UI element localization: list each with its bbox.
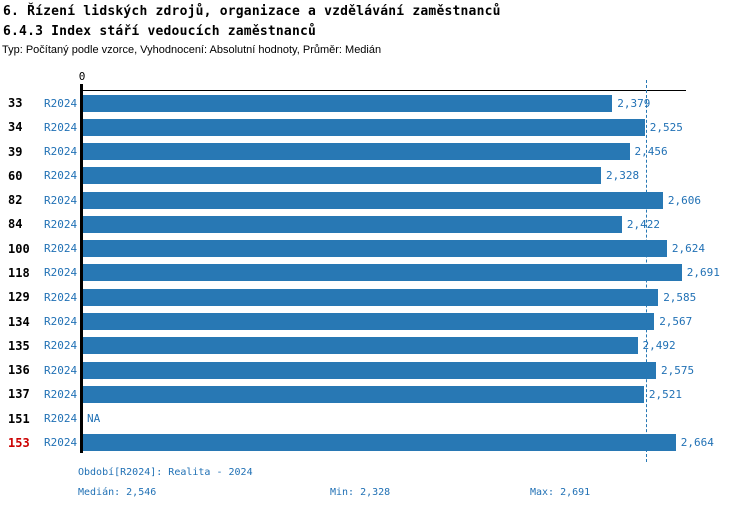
chart-row: 82 R2024 2,606	[0, 188, 750, 212]
value-bar	[83, 143, 630, 161]
row-id-label: 82	[8, 193, 23, 208]
row-id-label: 135	[8, 338, 30, 353]
value-label: 2,664	[680, 436, 714, 450]
y-axis-line	[80, 84, 83, 453]
stat-min: Min: 2,328	[330, 487, 391, 498]
value-bar	[83, 94, 613, 112]
row-id-label: 39	[8, 144, 23, 159]
row-id-label: 151	[8, 411, 30, 426]
row-series-label: R2024	[44, 193, 78, 207]
chart-row: 134 R2024 2,567	[0, 309, 750, 333]
value-label: 2,567	[659, 315, 693, 329]
value-label: 2,585	[663, 290, 697, 304]
chart-row: 153 R2024 2,664	[0, 431, 750, 455]
row-series-label: R2024	[44, 266, 78, 280]
value-bar	[83, 240, 667, 258]
value-bar	[83, 434, 676, 452]
row-id-label: 118	[8, 265, 30, 280]
row-id-label: 153	[8, 435, 30, 450]
chart-row: 39 R2024 2,456	[0, 140, 750, 164]
chart-row: 84 R2024 2,422	[0, 212, 750, 236]
row-series-label: R2024	[44, 169, 78, 183]
row-id-label: 136	[8, 363, 30, 378]
row-series-label: R2024	[44, 412, 78, 426]
value-label: 2,379	[617, 96, 651, 110]
row-id-label: 134	[8, 314, 30, 329]
value-bar	[83, 313, 655, 331]
value-bar	[83, 288, 659, 306]
value-label: 2,624	[671, 242, 706, 256]
value-label: 2,606	[667, 193, 702, 207]
value-label: 2,456	[634, 145, 668, 159]
value-bar	[83, 215, 622, 233]
row-id-label: 33	[8, 96, 23, 111]
chart-row: 60 R2024 2,328	[0, 164, 750, 188]
x-axis-zero-tick-label: 0	[78, 70, 86, 83]
chart-row: 118 R2024 2,691	[0, 261, 750, 285]
row-series-label: R2024	[44, 436, 78, 450]
value-label: 2,691	[686, 266, 720, 280]
legend-period: Období[R2024]: Realita - 2024	[78, 467, 253, 478]
chart-row: 129 R2024 2,585	[0, 285, 750, 309]
chart-row: 151 R2024 NA	[0, 406, 750, 430]
value-label: 2,521	[648, 387, 683, 401]
row-id-label: 137	[8, 387, 30, 402]
value-bar	[83, 361, 656, 379]
value-bar	[83, 118, 645, 136]
bar-rows: 33 R2024 2,379 34 R2024 2,525 39 R2024 2,456 60 R2…	[0, 91, 750, 455]
chart-row: 33 R2024 2,379	[0, 91, 750, 115]
row-id-label: 34	[8, 120, 23, 135]
row-series-label: R2024	[44, 363, 78, 377]
value-bar	[83, 337, 638, 355]
row-series-label: R2024	[44, 120, 78, 134]
chart-row: 34 R2024 2,525	[0, 115, 750, 139]
page-title: 6. Řízení lidských zdrojů, organizace a …	[3, 4, 501, 19]
row-id-label: 84	[8, 217, 23, 232]
row-series-label: R2024	[44, 339, 78, 353]
chart-row: 135 R2024 2,492	[0, 334, 750, 358]
row-series-label: R2024	[44, 315, 78, 329]
row-series-label: R2024	[44, 217, 78, 231]
value-label: 2,328	[606, 169, 640, 183]
x-axis-line	[82, 90, 686, 91]
value-label: 2,492	[642, 339, 676, 353]
value-bar	[83, 167, 601, 185]
value-label: 2,525	[649, 120, 683, 134]
row-series-label: R2024	[44, 145, 78, 159]
stat-max: Max: 2,691	[530, 487, 591, 498]
row-id-label: 129	[8, 290, 30, 305]
row-series-label: R2024	[44, 387, 78, 401]
value-label: 2,575	[661, 363, 695, 377]
chart-row: 137 R2024 2,521	[0, 382, 750, 406]
row-id-label: 100	[8, 241, 30, 256]
value-label: 2,422	[626, 217, 661, 231]
value-bar	[83, 191, 663, 209]
value-bar	[83, 264, 682, 282]
row-id-label: 60	[8, 168, 23, 183]
stat-median: Medián: 2,546	[78, 487, 157, 498]
chart-meta-line: Typ: Počítaný podle vzorce, Vyhodnocení:…	[2, 44, 382, 56]
chart-title: 6.4.3 Index stáří vedoucích zaměstnanců	[3, 24, 317, 39]
row-series-label: R2024	[44, 242, 78, 256]
chart-row: 100 R2024 2,624	[0, 237, 750, 261]
value-bar	[83, 385, 644, 403]
row-series-label: R2024	[44, 290, 78, 304]
na-label: NA	[87, 412, 101, 426]
row-series-label: R2024	[44, 96, 78, 110]
chart-row: 136 R2024 2,575	[0, 358, 750, 382]
